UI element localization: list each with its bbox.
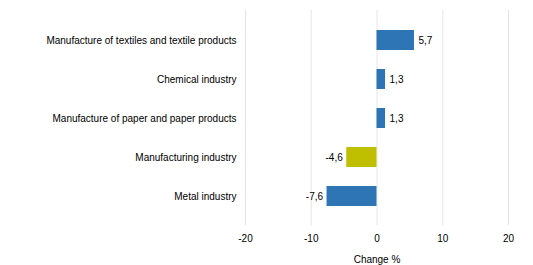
svg-text:-20: -20 <box>238 233 253 244</box>
svg-text:Chemical industry: Chemical industry <box>157 74 236 85</box>
svg-text:Manufacturing industry: Manufacturing industry <box>135 152 236 163</box>
svg-text:10: 10 <box>437 233 449 244</box>
svg-text:1,3: 1,3 <box>390 74 404 85</box>
svg-text:Metal industry: Metal industry <box>174 191 236 202</box>
svg-text:-4,6: -4,6 <box>326 152 344 163</box>
svg-text:-7,6: -7,6 <box>306 191 324 202</box>
svg-text:1,3: 1,3 <box>390 113 404 124</box>
svg-text:5,7: 5,7 <box>418 35 432 46</box>
svg-text:0: 0 <box>374 233 380 244</box>
svg-text:20: 20 <box>503 233 515 244</box>
svg-text:Manufacture of textiles and te: Manufacture of textiles and textile prod… <box>46 35 236 46</box>
svg-text:Change %: Change % <box>354 254 401 265</box>
svg-text:-10: -10 <box>304 233 319 244</box>
svg-text:Manufacture of paper and paper: Manufacture of paper and paper products <box>52 113 236 124</box>
